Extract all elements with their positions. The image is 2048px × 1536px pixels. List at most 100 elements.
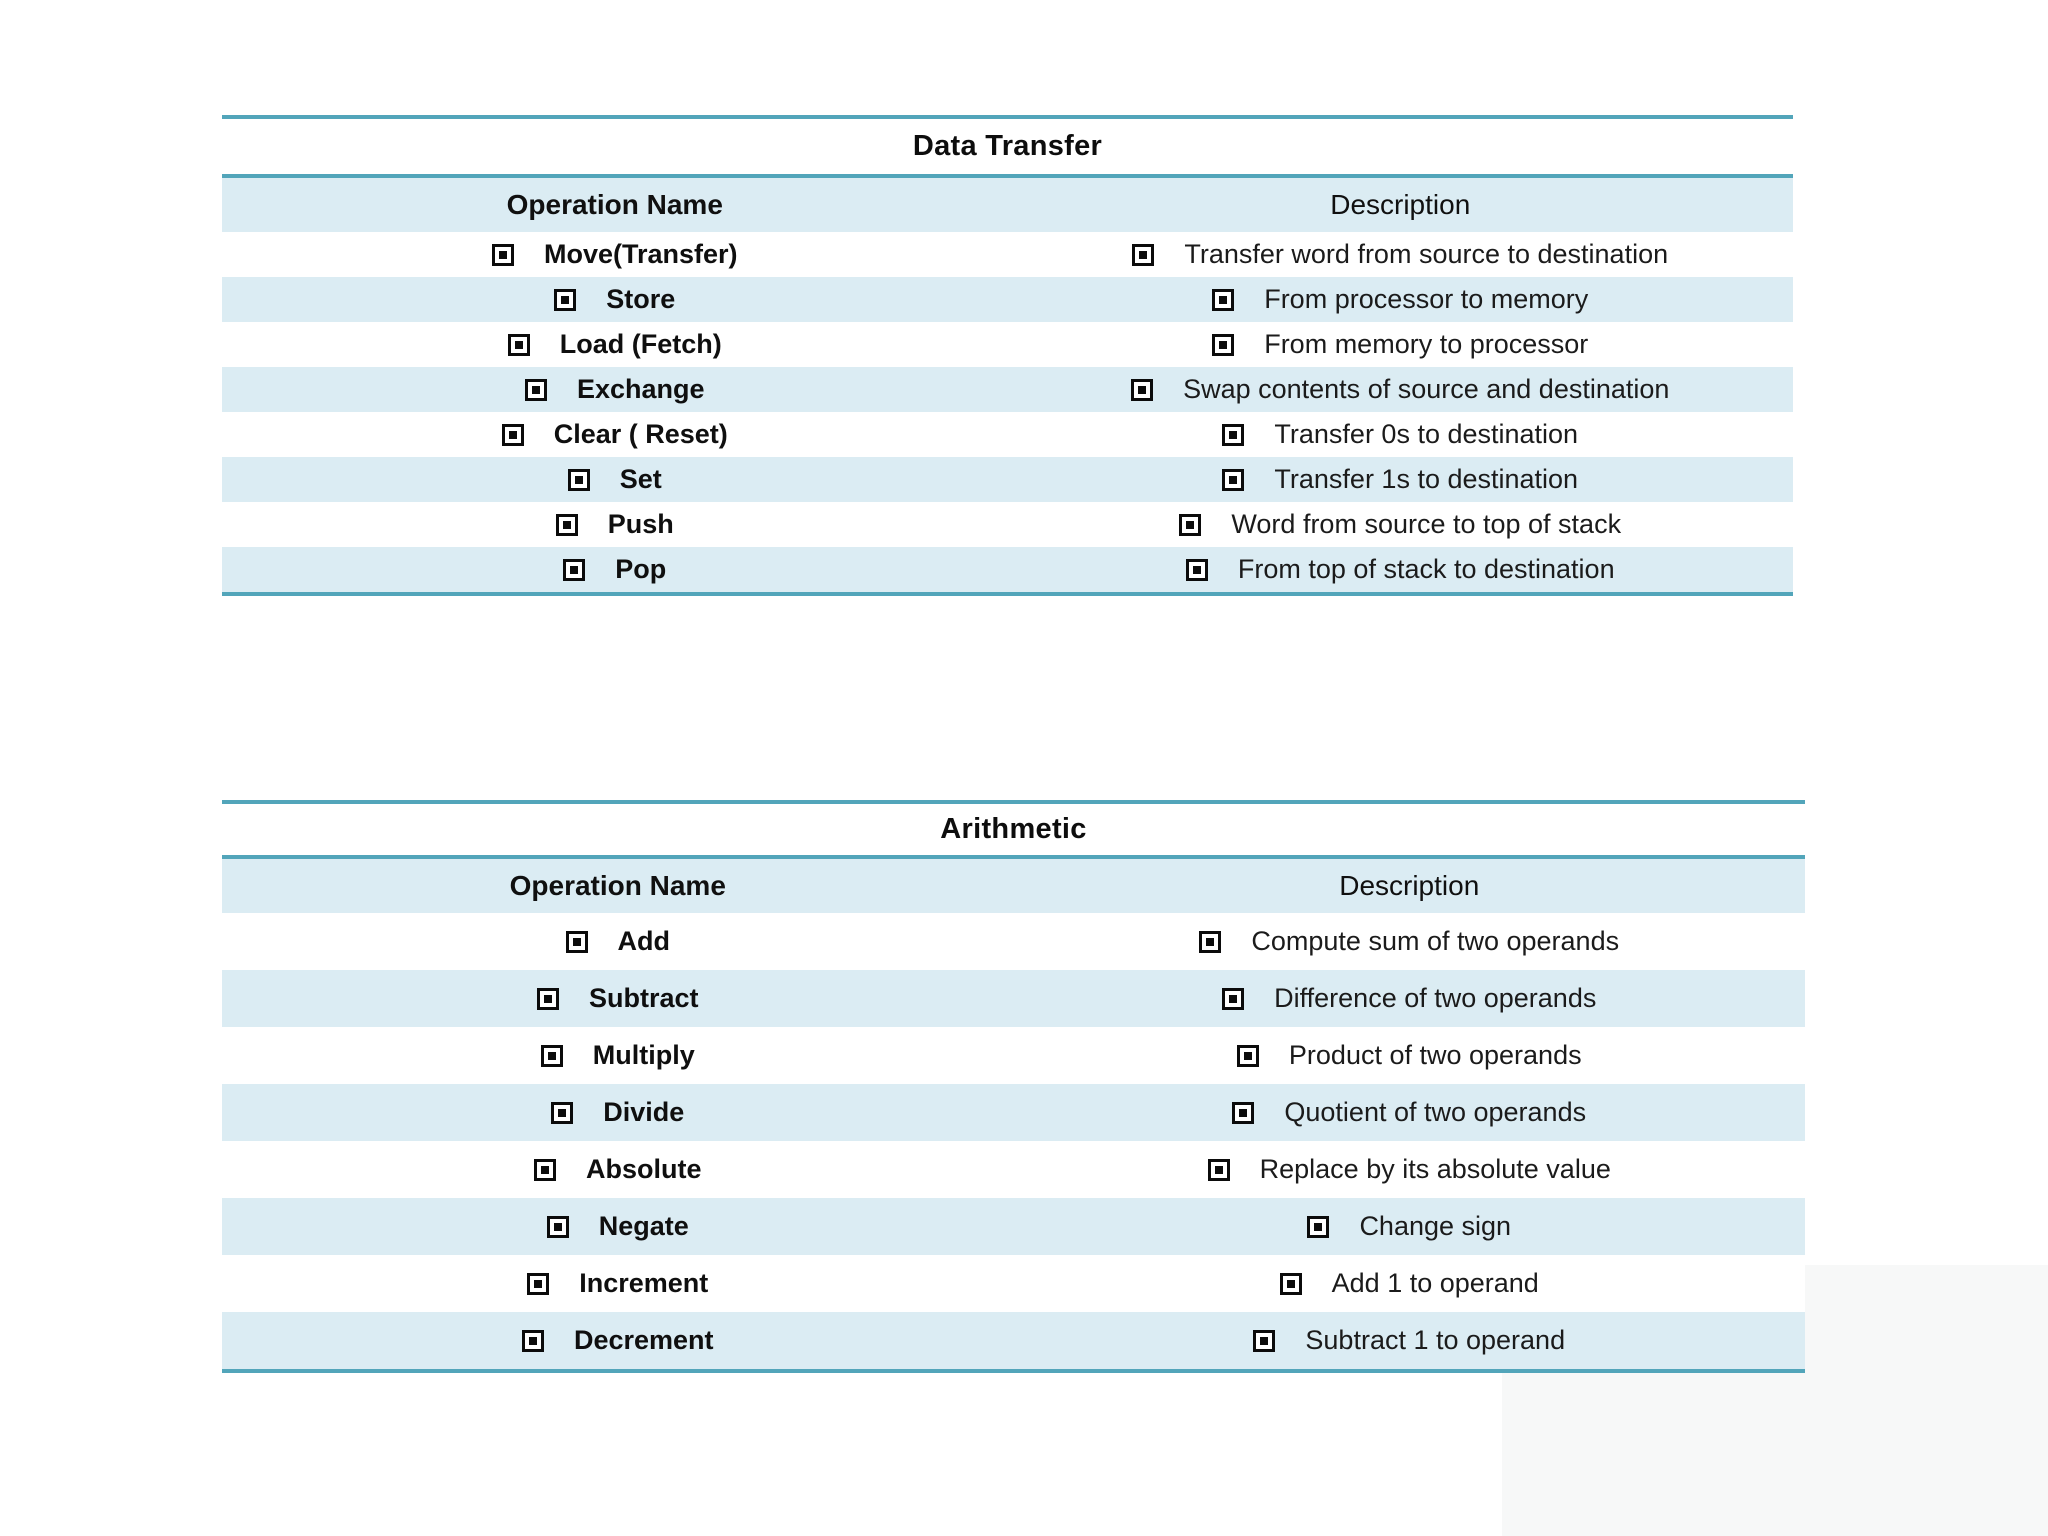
- operation-name: Multiply: [592, 1040, 695, 1070]
- description-cell: Difference of two operands: [1014, 970, 1806, 1027]
- operation-name: Move(Transfer): [543, 239, 738, 269]
- column-header-operation: Operation Name: [506, 189, 723, 220]
- operation-cell: Negate: [222, 1198, 1014, 1255]
- square-bullet-icon: [1307, 1215, 1330, 1238]
- data-transfer-table: Data Transfer Operation Name Description…: [222, 115, 1793, 596]
- operation-cell: Absolute: [222, 1141, 1014, 1198]
- top-rule: [222, 800, 1805, 804]
- table-row: Increment Add 1 to operand: [222, 1255, 1805, 1312]
- square-bullet-icon: [1236, 1044, 1259, 1067]
- operation-name: Exchange: [576, 374, 705, 404]
- description-cell: Transfer 0s to destination: [1008, 412, 1794, 457]
- operation-description: Add 1 to operand: [1331, 1268, 1539, 1298]
- table-title: Data Transfer: [912, 130, 1103, 162]
- operation-name: Store: [606, 284, 676, 314]
- table-row: Store From processor to memory: [222, 277, 1793, 322]
- operation-cell: Divide: [222, 1084, 1014, 1141]
- operation-description: Replace by its absolute value: [1259, 1154, 1611, 1184]
- operation-cell: Exchange: [222, 367, 1008, 412]
- operation-description: Change sign: [1359, 1211, 1512, 1241]
- table-row: Divide Quotient of two operands: [222, 1084, 1805, 1141]
- operation-description: From top of stack to destination: [1237, 554, 1615, 584]
- square-bullet-icon: [1132, 243, 1155, 266]
- table-row: Multiply Product of two operands: [222, 1027, 1805, 1084]
- operation-cell: Load (Fetch): [222, 322, 1008, 367]
- operation-cell: Subtract: [222, 970, 1014, 1027]
- table-row: Load (Fetch) From memory to processor: [222, 322, 1793, 367]
- operation-cell: Set: [222, 457, 1008, 502]
- title-rule: [222, 174, 1793, 178]
- table-row: Exchange Swap contents of source and des…: [222, 367, 1793, 412]
- square-bullet-icon: [521, 1329, 544, 1352]
- table-row: Push Word from source to top of stack: [222, 502, 1793, 547]
- square-bullet-icon: [1222, 468, 1245, 491]
- operation-description: Word from source to top of stack: [1231, 509, 1622, 539]
- square-bullet-icon: [1212, 333, 1235, 356]
- description-cell: Subtract 1 to operand: [1014, 1312, 1806, 1369]
- description-cell: Swap contents of source and destination: [1008, 367, 1794, 412]
- table-row: Absolute Replace by its absolute value: [222, 1141, 1805, 1198]
- table-row: Decrement Subtract 1 to operand: [222, 1312, 1805, 1369]
- square-bullet-icon: [546, 1215, 569, 1238]
- description-cell: Change sign: [1014, 1198, 1806, 1255]
- table-row: Pop From top of stack to destination: [222, 547, 1793, 592]
- operation-description: Compute sum of two operands: [1251, 926, 1620, 956]
- square-bullet-icon: [1212, 288, 1235, 311]
- square-bullet-icon: [1232, 1101, 1255, 1124]
- operation-description: Product of two operands: [1288, 1040, 1582, 1070]
- square-bullet-icon: [536, 987, 559, 1010]
- operation-description: Subtract 1 to operand: [1305, 1325, 1566, 1355]
- table-header-row: Operation Name Description: [222, 178, 1793, 232]
- operation-name: Push: [607, 509, 674, 539]
- operation-description: Transfer 0s to destination: [1274, 419, 1579, 449]
- square-bullet-icon: [554, 288, 577, 311]
- operation-cell: Pop: [222, 547, 1008, 592]
- column-header-description: Description: [1330, 189, 1471, 220]
- square-bullet-icon: [1222, 423, 1245, 446]
- table-row: Set Transfer 1s to destination: [222, 457, 1793, 502]
- operation-description: Transfer 1s to destination: [1274, 464, 1579, 494]
- operation-name: Set: [619, 464, 662, 494]
- square-bullet-icon: [1131, 378, 1154, 401]
- square-bullet-icon: [1179, 513, 1202, 536]
- square-bullet-icon: [1199, 930, 1222, 953]
- description-cell: Transfer word from source to destination: [1008, 232, 1794, 277]
- operation-cell: Store: [222, 277, 1008, 322]
- square-bullet-icon: [540, 1044, 563, 1067]
- table-header-row: Operation Name Description: [222, 859, 1805, 913]
- table-row: Negate Change sign: [222, 1198, 1805, 1255]
- operation-name: Load (Fetch): [559, 329, 722, 359]
- column-header-description: Description: [1339, 870, 1480, 901]
- table-title-row: Data Transfer: [222, 119, 1793, 174]
- description-cell: From memory to processor: [1008, 322, 1794, 367]
- operation-name: Subtract: [588, 983, 699, 1013]
- description-cell: Quotient of two operands: [1014, 1084, 1806, 1141]
- description-cell: From top of stack to destination: [1008, 547, 1794, 592]
- arithmetic-table: Arithmetic Operation Name Description Ad…: [222, 800, 1805, 1373]
- description-cell: Add 1 to operand: [1014, 1255, 1806, 1312]
- operation-name: Pop: [615, 554, 667, 584]
- operation-name: Negate: [598, 1211, 689, 1241]
- top-rule: [222, 115, 1793, 119]
- square-bullet-icon: [507, 333, 530, 356]
- table-title-row: Arithmetic: [222, 804, 1805, 855]
- description-cell: Compute sum of two operands: [1014, 913, 1806, 970]
- square-bullet-icon: [1279, 1272, 1302, 1295]
- square-bullet-icon: [1253, 1329, 1276, 1352]
- title-rule: [222, 855, 1805, 859]
- square-bullet-icon: [1222, 987, 1245, 1010]
- description-cell: Product of two operands: [1014, 1027, 1806, 1084]
- square-bullet-icon: [501, 423, 524, 446]
- square-bullet-icon: [555, 513, 578, 536]
- column-header-operation: Operation Name: [509, 870, 726, 901]
- operation-description: From processor to memory: [1264, 284, 1589, 314]
- table-title: Arithmetic: [940, 813, 1087, 845]
- square-bullet-icon: [1185, 558, 1208, 581]
- table-row: Add Compute sum of two operands: [222, 913, 1805, 970]
- operation-cell: Clear ( Reset): [222, 412, 1008, 457]
- operation-cell: Increment: [222, 1255, 1014, 1312]
- table-body: Move(Transfer) Transfer word from source…: [222, 232, 1793, 592]
- operation-description: Quotient of two operands: [1284, 1097, 1587, 1127]
- operation-description: Difference of two operands: [1274, 983, 1597, 1013]
- operation-cell: Decrement: [222, 1312, 1014, 1369]
